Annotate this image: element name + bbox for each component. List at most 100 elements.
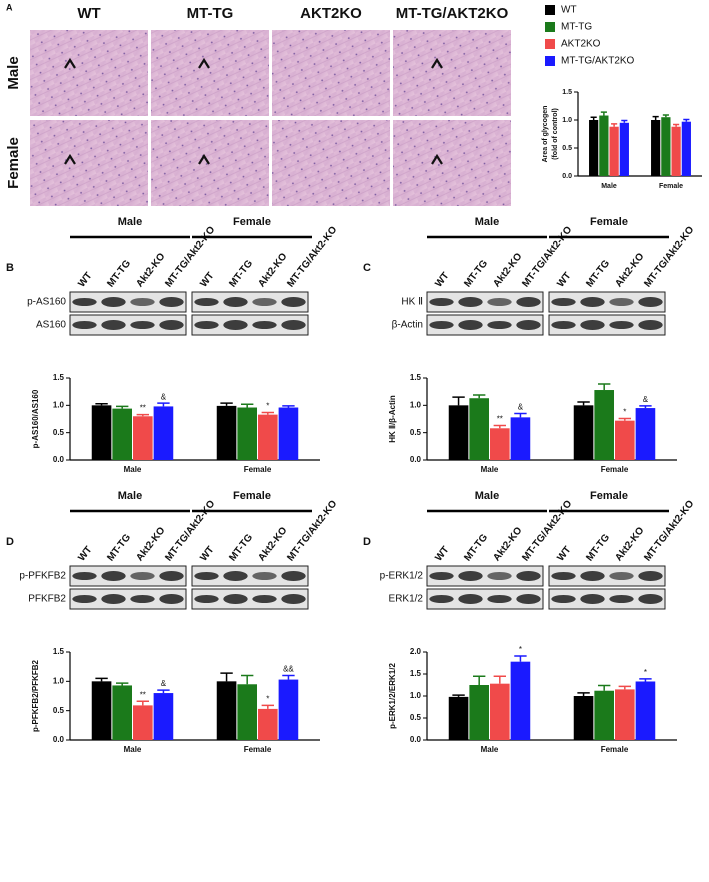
significance-mark: * bbox=[266, 402, 269, 411]
y-tick-label: 1.0 bbox=[410, 400, 422, 409]
y-axis-label: HK Ⅱ/β-Actin bbox=[388, 395, 397, 443]
y-tick-label: 0.0 bbox=[53, 455, 65, 464]
blot-band bbox=[429, 572, 454, 580]
error-bar bbox=[157, 689, 170, 694]
group-label: Male bbox=[118, 216, 142, 228]
lane-label: MT-TG/Akt2-KO bbox=[285, 498, 339, 563]
blot-frame bbox=[191, 588, 309, 610]
y-tick-label: 1.5 bbox=[410, 373, 422, 382]
blot-band bbox=[458, 320, 483, 330]
lane-label: Akt2-KO bbox=[256, 525, 289, 563]
blot-frame bbox=[69, 588, 187, 610]
blot-frame bbox=[426, 291, 544, 313]
histology-image bbox=[393, 120, 511, 206]
error-bar bbox=[662, 114, 669, 118]
x-tick-label: Female bbox=[244, 465, 272, 474]
bar bbox=[609, 126, 619, 176]
blot-band bbox=[130, 595, 155, 603]
error-bar bbox=[639, 678, 652, 682]
blot-band bbox=[551, 298, 576, 306]
blot-row-label: β-Actin bbox=[392, 320, 423, 331]
x-tick-label: Male bbox=[481, 745, 499, 754]
blot-frame bbox=[548, 291, 666, 313]
blot-band bbox=[551, 572, 576, 580]
blot-band bbox=[223, 320, 248, 330]
panel-letter: A bbox=[6, 2, 13, 12]
y-axis-label: Area of glycogen bbox=[542, 106, 549, 163]
blot-band bbox=[487, 321, 512, 329]
histology-image bbox=[272, 120, 390, 206]
lane-label: Akt2-KO bbox=[613, 525, 646, 563]
y-tick-label: 1.0 bbox=[53, 400, 65, 409]
column-label: MT-TG/AKT2KO bbox=[396, 5, 509, 22]
bar bbox=[599, 115, 609, 176]
x-tick-label: Female bbox=[244, 745, 272, 754]
blot-band bbox=[252, 595, 277, 603]
bar bbox=[216, 405, 237, 460]
bar bbox=[258, 708, 278, 740]
blot-band bbox=[252, 298, 277, 306]
row-label: Female bbox=[5, 137, 22, 189]
blot-band bbox=[130, 298, 155, 306]
group-label: Male bbox=[118, 490, 142, 502]
y-tick-label: 1.5 bbox=[53, 647, 65, 656]
lane-label: Akt2-KO bbox=[256, 251, 289, 289]
blot-band bbox=[516, 297, 541, 307]
bar bbox=[594, 690, 614, 740]
blot-frame bbox=[548, 588, 666, 610]
bar bbox=[681, 121, 691, 176]
blot-frame bbox=[69, 314, 187, 336]
blot-band bbox=[609, 298, 634, 306]
blot-frame bbox=[426, 588, 544, 610]
bar bbox=[615, 420, 635, 460]
error-bar bbox=[598, 383, 611, 391]
bar bbox=[671, 126, 681, 176]
error-bar bbox=[261, 704, 274, 709]
blot-band bbox=[159, 320, 184, 330]
error-bar bbox=[116, 682, 129, 686]
blot-frame bbox=[548, 565, 666, 587]
y-tick-label: 0.5 bbox=[410, 428, 422, 437]
blot-band bbox=[194, 298, 219, 306]
group-label: Male bbox=[475, 490, 499, 502]
lane-label: MT-TG bbox=[227, 532, 255, 563]
column-label: AKT2KO bbox=[300, 5, 362, 22]
blot-frame bbox=[69, 291, 187, 313]
blot-row-label: p-AS160 bbox=[27, 297, 66, 308]
bar bbox=[237, 407, 257, 460]
blot-frame bbox=[191, 565, 309, 587]
error-bar bbox=[452, 396, 465, 406]
significance-mark: & bbox=[643, 395, 649, 404]
significance-mark: * bbox=[266, 694, 269, 703]
blot-band bbox=[516, 594, 541, 604]
error-bar bbox=[136, 700, 149, 706]
blot-band bbox=[551, 321, 576, 329]
legend-swatch bbox=[545, 5, 555, 15]
blot-row-label: p-ERK1/2 bbox=[380, 571, 424, 582]
error-bar bbox=[493, 675, 506, 684]
blot-band bbox=[101, 320, 126, 330]
lane-label: Akt2-KO bbox=[134, 251, 167, 289]
blot-band bbox=[194, 572, 219, 580]
blot-band bbox=[130, 321, 155, 329]
error-bar bbox=[639, 405, 652, 409]
lane-label: MT-TG bbox=[227, 258, 255, 289]
significance-mark: * bbox=[623, 408, 626, 417]
blot-band bbox=[609, 572, 634, 580]
error-bar bbox=[577, 401, 590, 406]
panel-letter: D bbox=[363, 536, 371, 548]
blot-band bbox=[223, 297, 248, 307]
legend-label: WT bbox=[561, 5, 577, 16]
y-tick-label: 1.0 bbox=[53, 676, 65, 685]
x-tick-label: Male bbox=[124, 745, 142, 754]
error-bar bbox=[611, 123, 618, 127]
y-tick-label: 0.0 bbox=[410, 735, 422, 744]
row-label: Male bbox=[5, 56, 22, 89]
significance-mark: * bbox=[519, 645, 522, 654]
error-bar bbox=[514, 655, 527, 662]
blot-row-label: AS160 bbox=[36, 320, 66, 331]
bar bbox=[133, 416, 153, 460]
bar bbox=[510, 661, 531, 740]
y-axis-label: (fold of control) bbox=[552, 108, 559, 160]
significance-mark: * bbox=[644, 668, 647, 677]
